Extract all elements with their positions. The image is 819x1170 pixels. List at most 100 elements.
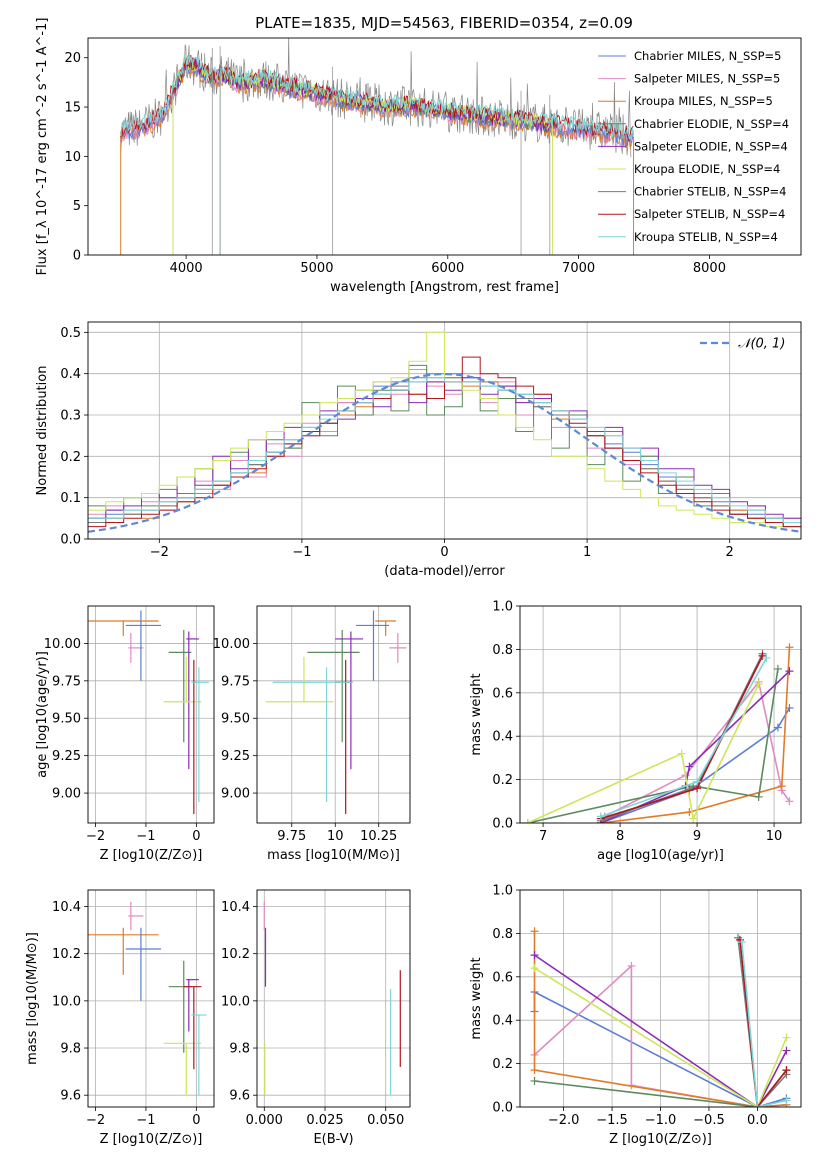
y-tick-label: 1.0 [492,884,513,899]
mass-weight-line [527,668,779,823]
y-tick-label: 9.8 [60,1042,81,1057]
mass-weight-line [737,937,788,1107]
mass-weight-point [777,782,786,791]
x-tick-label: 0.050 [367,1113,404,1128]
x-axis-label: E(B-V) [313,1132,353,1147]
mass-weight-point [782,1046,791,1055]
axes-frame [519,889,802,1108]
x-tick-label: 7000 [562,261,595,276]
y-tick-label: 10.00 [213,637,250,652]
x-tick-label: 7 [539,829,547,844]
x-tick-label: 0 [192,1113,200,1128]
x-tick-label: −0.5 [693,1113,725,1128]
mass-weight-point [782,1096,791,1105]
y-tick-label: 9.00 [221,787,250,802]
mass-weight-point [773,664,782,673]
mass-weight-vs-metallicity-panel: −2.0 −1.5 −1.0 −0.5 0.0 0.0 0.2 0.4 0.6 0.8 1.0 Z [… [469,884,802,1147]
plot-area [530,927,791,1107]
y-tick-label: 10.0 [221,994,250,1009]
y-tick-label: 10.2 [52,947,81,962]
x-axis-label: Z [log10(Z/Z⊙)] [609,1132,712,1147]
plot-area [120,38,635,255]
mass-weight-point [782,1033,791,1042]
y-tick-label: 0.6 [492,686,513,701]
legend-entry: Salpeter ELODIE, N_SSP=4 [634,139,788,153]
plot-area [523,643,794,823]
y-tick-label: 0.4 [60,367,81,382]
x-tick-label: 9.75 [277,829,306,844]
y-tick-label: 0.8 [492,643,513,658]
y-tick-label: 10.4 [52,900,81,915]
mass-weight-point [689,814,698,823]
y-axis-label: age [log10(age/yr)] [35,651,50,778]
age-vs-metallicity-panel: −2 −1 0 9.00 9.25 9.50 9.75 10.00 Z [log10(Z/Z⊙)… [35,605,215,863]
y-tick-label: 0.8 [492,927,513,942]
y-tick-label: 10.0 [52,994,81,1009]
y-tick-label: 10 [64,150,81,165]
y-tick-label: 0.3 [60,409,81,424]
age-vs-mass-panel: 9.75 10 10.25 9.00 9.25 9.50 9.75 10.00 mass [lo… [213,605,411,863]
figure-title: PLATE=1835, MJD=54563, FIBERID=0354, z=0… [255,14,633,32]
x-axis-label: (data-model)/error [384,564,505,579]
x-tick-label: −2 [86,829,105,844]
mass-weight-point [530,964,539,973]
mass-weight-point [753,1103,762,1107]
spectrum-panel: 4000 5000 6000 7000 8000 0 5 10 15 20 wavelength [… [35,18,802,295]
x-tick-label: 6000 [431,261,464,276]
mass-weight-vs-age-panel: 7 8 9 10 0.0 0.2 0.4 0.6 0.8 1.0 age [log10(age/yr… [469,600,802,863]
x-tick-label: −2.0 [548,1113,580,1128]
mass-weight-point [530,1076,539,1085]
x-tick-label: −1 [292,545,311,560]
x-tick-label: −1.5 [596,1113,628,1128]
x-axis-label: Z [log10(Z/Z⊙)] [100,1132,203,1147]
y-tick-label: 10.4 [221,900,250,915]
y-tick-label: 9.75 [221,674,250,689]
axes-frame [87,321,802,540]
y-tick-label: 0.0 [492,817,513,832]
legend-entry: Kroupa MILES, N_SSP=5 [634,94,773,108]
x-tick-label: 0 [192,829,200,844]
legend-entry: Chabrier ELODIE, N_SSP=4 [634,117,789,131]
x-tick-label: −1 [136,1113,155,1128]
x-tick-label: 0.000 [246,1113,283,1128]
legend-entry: Kroupa STELIB, N_SSP=4 [634,230,778,244]
y-axis-label: mass [log10(M/M⊙)] [25,932,40,1065]
legend-entry: Chabrier MILES, N_SSP=5 [634,49,781,63]
residual-histogram-panel: −2 −1 0 1 2 0.0 0.1 0.2 0.3 0.4 0.5 (data-model)/er… [35,321,802,579]
y-tick-label: 20 [64,51,81,66]
plot-area [88,901,207,1096]
y-tick-label: 5 [73,199,81,214]
legend-entry: Chabrier STELIB, N_SSP=4 [634,185,786,199]
y-tick-label: 0.5 [60,326,81,341]
mass-weight-point [530,927,539,936]
axes-frame [87,605,215,824]
mass-weight-line [533,931,787,1107]
y-tick-label: 9.75 [52,674,81,689]
y-tick-label: 0.2 [492,1057,513,1072]
x-tick-label: 0.025 [306,1113,343,1128]
x-tick-label: −2 [150,545,169,560]
y-tick-label: 10.2 [221,947,250,962]
mass-weight-point [754,680,763,689]
y-tick-label: 0.2 [492,773,513,788]
x-tick-label: 5000 [300,261,333,276]
legend-entry: Kroupa ELODIE, N_SSP=4 [634,162,780,176]
mass-weight-point [785,643,794,652]
y-tick-label: 9.50 [221,712,250,727]
y-tick-label: 9.25 [221,749,250,764]
mass-weight-line [600,653,764,822]
mass-weight-point [677,749,686,758]
mass-weight-point [754,792,763,801]
legend-entry: Salpeter STELIB, N_SSP=4 [634,207,785,221]
normal-distribution-curve [88,372,801,533]
y-tick-label: 0.0 [492,1101,513,1116]
plot-area [263,901,401,1096]
plot-area [265,610,407,815]
x-tick-label: 8000 [693,261,726,276]
mass-weight-point [785,667,794,676]
mass-vs-extinction-panel: 0.000 0.025 0.050 9.6 9.8 10.0 10.2 10.4 E(B-V) [221,889,411,1147]
x-tick-label: 8 [616,829,624,844]
y-tick-label: 9.00 [52,787,81,802]
plot-area [88,610,209,815]
